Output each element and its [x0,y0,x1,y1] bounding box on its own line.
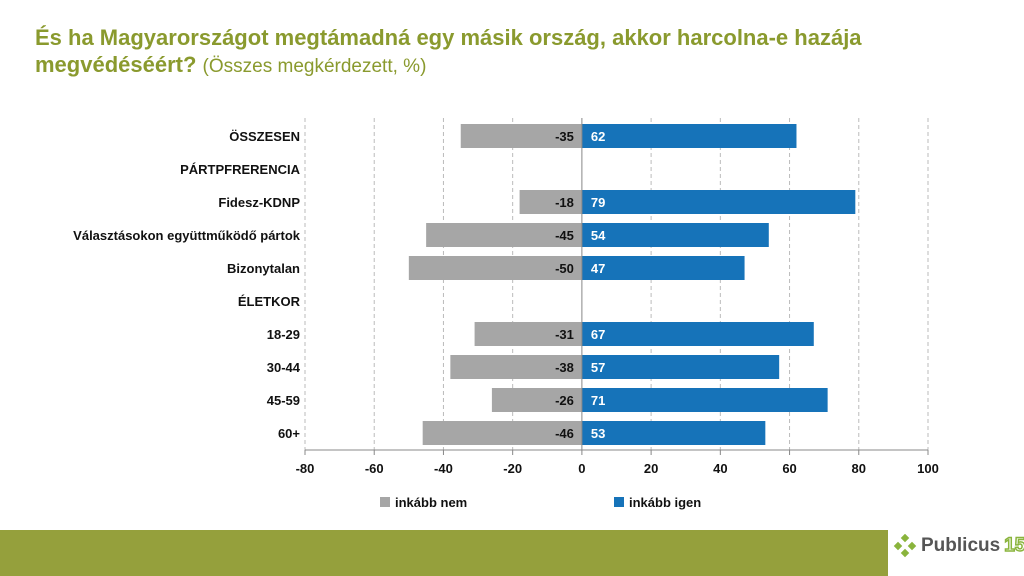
data-label: 62 [591,129,605,144]
data-label: -26 [555,393,574,408]
data-label: 67 [591,327,605,342]
logo-text: Publicus [921,535,1001,556]
logo-number: 15 [1003,534,1024,557]
bar-inkabb-igen [581,256,745,280]
chart-title: És ha Magyarországot megtámadná egy mási… [35,24,995,80]
x-tick-label: -20 [503,461,522,476]
data-label: -46 [555,426,574,441]
data-label: -18 [555,195,574,210]
footer-bar [0,530,888,576]
category-label: ÉLETKOR [238,294,301,309]
category-label: 45-59 [267,393,300,408]
x-tick-label: -40 [434,461,453,476]
data-label: -35 [555,129,574,144]
bar-inkabb-nem [460,124,582,148]
title-main: És ha Magyarországot megtámadná egy mási… [35,25,862,77]
category-label: ÖSSZESEN [229,129,300,144]
bar-inkabb-igen [581,421,766,445]
category-label: Fidesz-KDNP [218,195,300,210]
bar-inkabb-nem [408,256,582,280]
legend-swatch [380,497,390,507]
data-label: 79 [591,195,605,210]
x-tick-label: 0 [578,461,585,476]
category-label: PÁRTPFRERENCIA [180,162,301,177]
logo-diamonds-icon [893,534,917,558]
category-label: Választásokon együttműködő pártok [73,228,301,243]
category-label: Bizonytalan [227,261,300,276]
x-tick-label: 20 [644,461,658,476]
data-label: 53 [591,426,605,441]
legend-label: inkább nem [395,495,467,510]
x-tick-label: -60 [365,461,384,476]
x-tick-label: -80 [296,461,315,476]
data-label: -45 [555,228,574,243]
data-label: 57 [591,360,605,375]
title-sub: (Összes megkérdezett, %) [202,56,427,77]
bar-inkabb-igen [581,223,769,247]
logo: Publicus 15 [893,534,1024,558]
x-tick-label: 100 [917,461,939,476]
category-label: 30-44 [267,360,301,375]
bar-inkabb-nem [426,223,582,247]
bar-inkabb-nem [450,355,582,379]
bar-inkabb-igen [581,322,814,346]
bar-inkabb-igen [581,124,797,148]
bar-inkabb-igen [581,355,780,379]
data-label: -31 [555,327,574,342]
category-label: 18-29 [267,327,300,342]
x-tick-label: 40 [713,461,727,476]
legend-label: inkább igen [629,495,701,510]
bar-inkabb-nem [422,421,582,445]
category-label: 60+ [278,426,300,441]
data-label: 71 [591,393,605,408]
bar-inkabb-igen [581,190,856,214]
bar-inkabb-nem [519,190,582,214]
data-label: 54 [591,228,606,243]
x-tick-label: 80 [852,461,866,476]
x-tick-label: 60 [782,461,796,476]
bar-inkabb-nem [491,388,582,412]
legend-swatch [614,497,624,507]
data-label: 47 [591,261,605,276]
data-label: -38 [555,360,574,375]
data-label: -50 [555,261,574,276]
bar-inkabb-igen [581,388,828,412]
bar-inkabb-nem [474,322,582,346]
